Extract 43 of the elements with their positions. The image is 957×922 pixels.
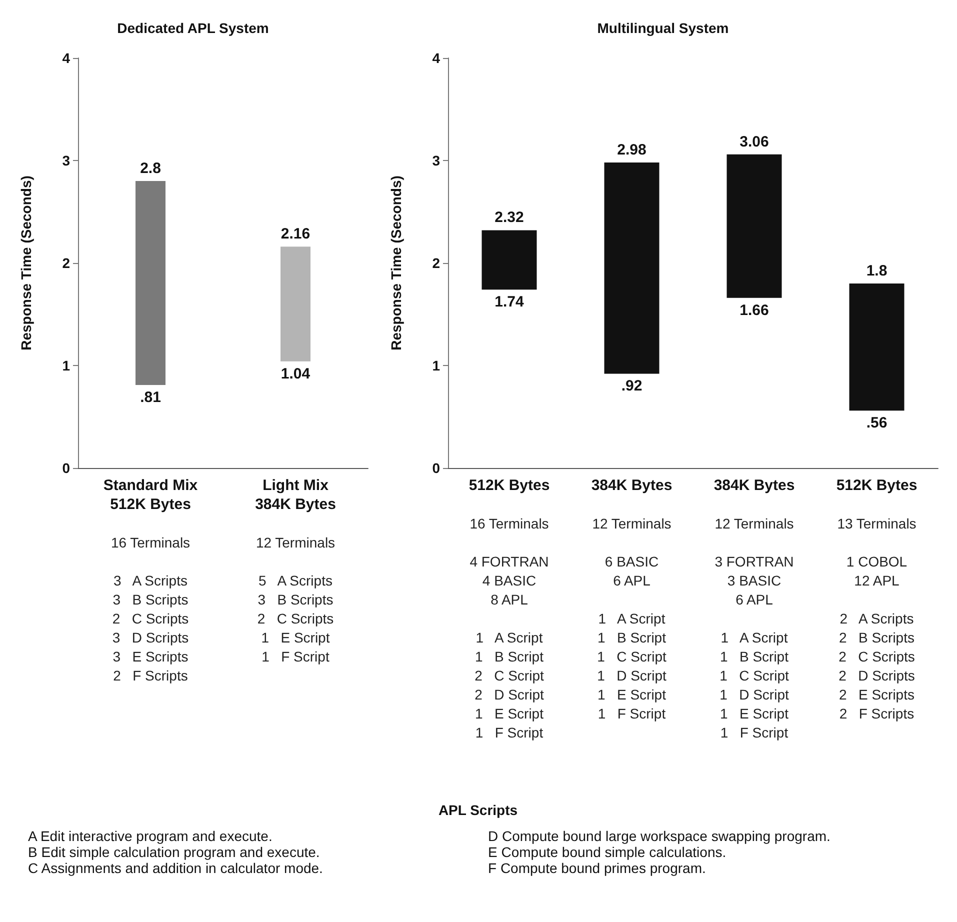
chart-title: Multilingual System: [597, 20, 729, 36]
bar: [726, 154, 782, 298]
annotation: 3.06: [740, 133, 769, 150]
y-tick-label: 4: [62, 50, 70, 66]
text: A Edit interactive program and execute.: [28, 828, 274, 844]
annotation: 2.98: [617, 142, 646, 159]
bar: [849, 284, 904, 411]
annotation: .56: [866, 414, 888, 432]
y-tick-label: 0: [62, 460, 70, 476]
annotation: .81: [140, 388, 161, 406]
category-label: 512K Bytes 13 Terminals 1 COBOL 12 APL 2 A Scripts 2 B Scripts 2 C Scripts 2 D Scripts 2 E Scripts 2 F Scripts: [836, 477, 918, 722]
bar: [604, 162, 660, 374]
y-axis-title: Response Time (Seconds): [388, 176, 404, 350]
y-tick-label: 3: [432, 152, 440, 168]
text: F Compute bound primes program.: [488, 860, 707, 876]
category-label: 384K Bytes 12 Terminals 3 FORTRAN 3 BASIC 6 APL 1 A Script 1 B Script 1 C Script 1 D Script 1 E Script 1 F Script: [714, 477, 795, 740]
y-tick-label: 2: [62, 255, 70, 271]
category-label: Light Mix 384K Bytes 12 Terminals 5 A Scripts 3 B Scripts 2 C Scripts 1 E Script 1 F Script: [255, 477, 336, 664]
text: D Compute bound large workspace swapping program.: [488, 828, 832, 844]
text: E Compute bound simple calculations.: [488, 844, 728, 860]
y-tick-label: 1: [62, 358, 70, 374]
text: B Edit simple calculation program and execute.: [28, 844, 321, 860]
category-label: 512K Bytes 16 Terminals 4 FORTRAN 4 BASIC 8 APL 1 A Script 1 B Script 2 C Script 2 D Script 1 E Script 1 F Script: [468, 477, 550, 740]
annotation: 1.04: [280, 365, 311, 382]
annotation: 1.8: [866, 262, 888, 280]
y-tick-label: 1: [432, 358, 440, 374]
annotation: 2.16: [280, 226, 310, 243]
y-axis-title: Response Time (Seconds): [18, 176, 34, 350]
text: APL Scripts: [437, 802, 519, 818]
category-label: 384K Bytes 12 Terminals 6 BASIC 6 APL 1 A Script 1 B Script 1 C Script 1 D Script 1 E Script 1 F Script: [591, 477, 672, 722]
y-tick-label: 3: [62, 152, 70, 168]
annotation: 1.74: [494, 294, 524, 311]
text: C Assignments and addition in calculator mode.: [28, 860, 324, 876]
annotation: 2.8: [140, 160, 161, 177]
category-label: Standard Mix 512K Bytes 16 Terminals 3 A Scripts 3 B Scripts 2 C Scripts 3 D Scripts 3 E Scripts 2 F Scripts: [103, 477, 198, 684]
chart-title: Dedicated APL System: [117, 20, 269, 36]
annotation: 1.66: [740, 302, 769, 319]
y-tick-label: 0: [432, 460, 440, 476]
bar: [482, 230, 537, 290]
annotation: 2.32: [494, 209, 524, 226]
annotation: .92: [621, 378, 642, 395]
y-tick-label: 2: [432, 255, 440, 271]
y-tick-label: 4: [432, 50, 440, 66]
